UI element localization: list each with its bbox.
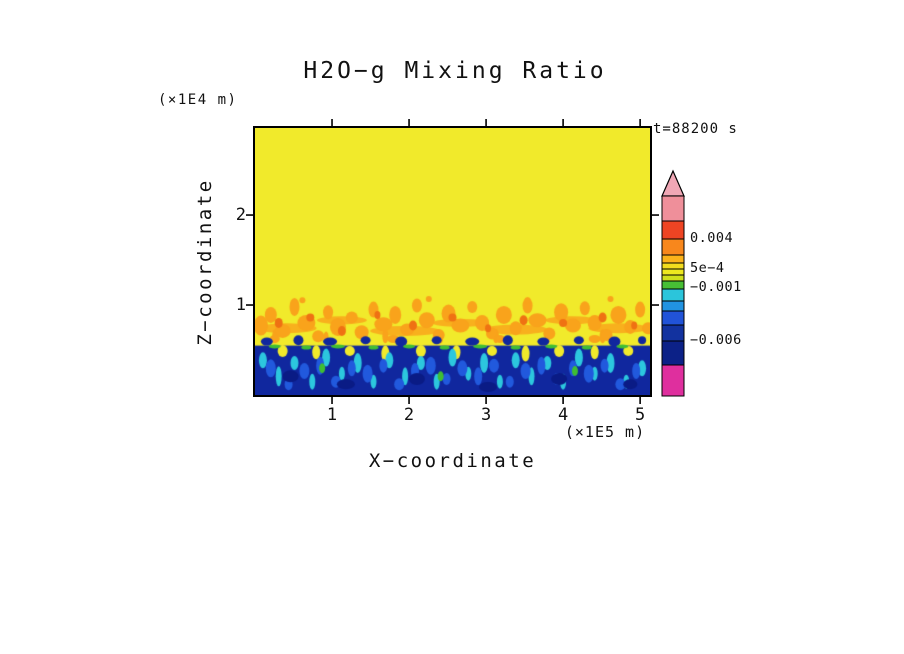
chart-title: H2O−g Mixing Ratio [303,58,607,84]
colorbar-label: −0.001 [690,279,742,295]
x-axis-label: X−coordinate [368,450,537,472]
colorbar-label: 5e−4 [690,260,725,276]
colorbar-label: 0.004 [690,230,734,246]
heatmap-canvas [255,128,650,395]
time-annotation: t=88200 s [653,121,738,137]
z-tick-label: 2 [235,205,246,226]
x-axis-unit: (×1E5 m) [564,423,646,441]
x-tick-label: 3 [480,405,492,425]
plot-area [253,126,652,397]
z-axis-unit: (×1E4 m) [158,92,238,108]
x-tick-label: 5 [635,405,646,425]
colorbar [661,169,685,397]
colorbar-label: −0.006 [690,332,742,348]
x-tick-label: 2 [403,405,415,425]
x-tick-label: 1 [326,405,338,425]
z-tick-label: 1 [235,295,246,316]
x-tick-label: 4 [557,405,569,425]
